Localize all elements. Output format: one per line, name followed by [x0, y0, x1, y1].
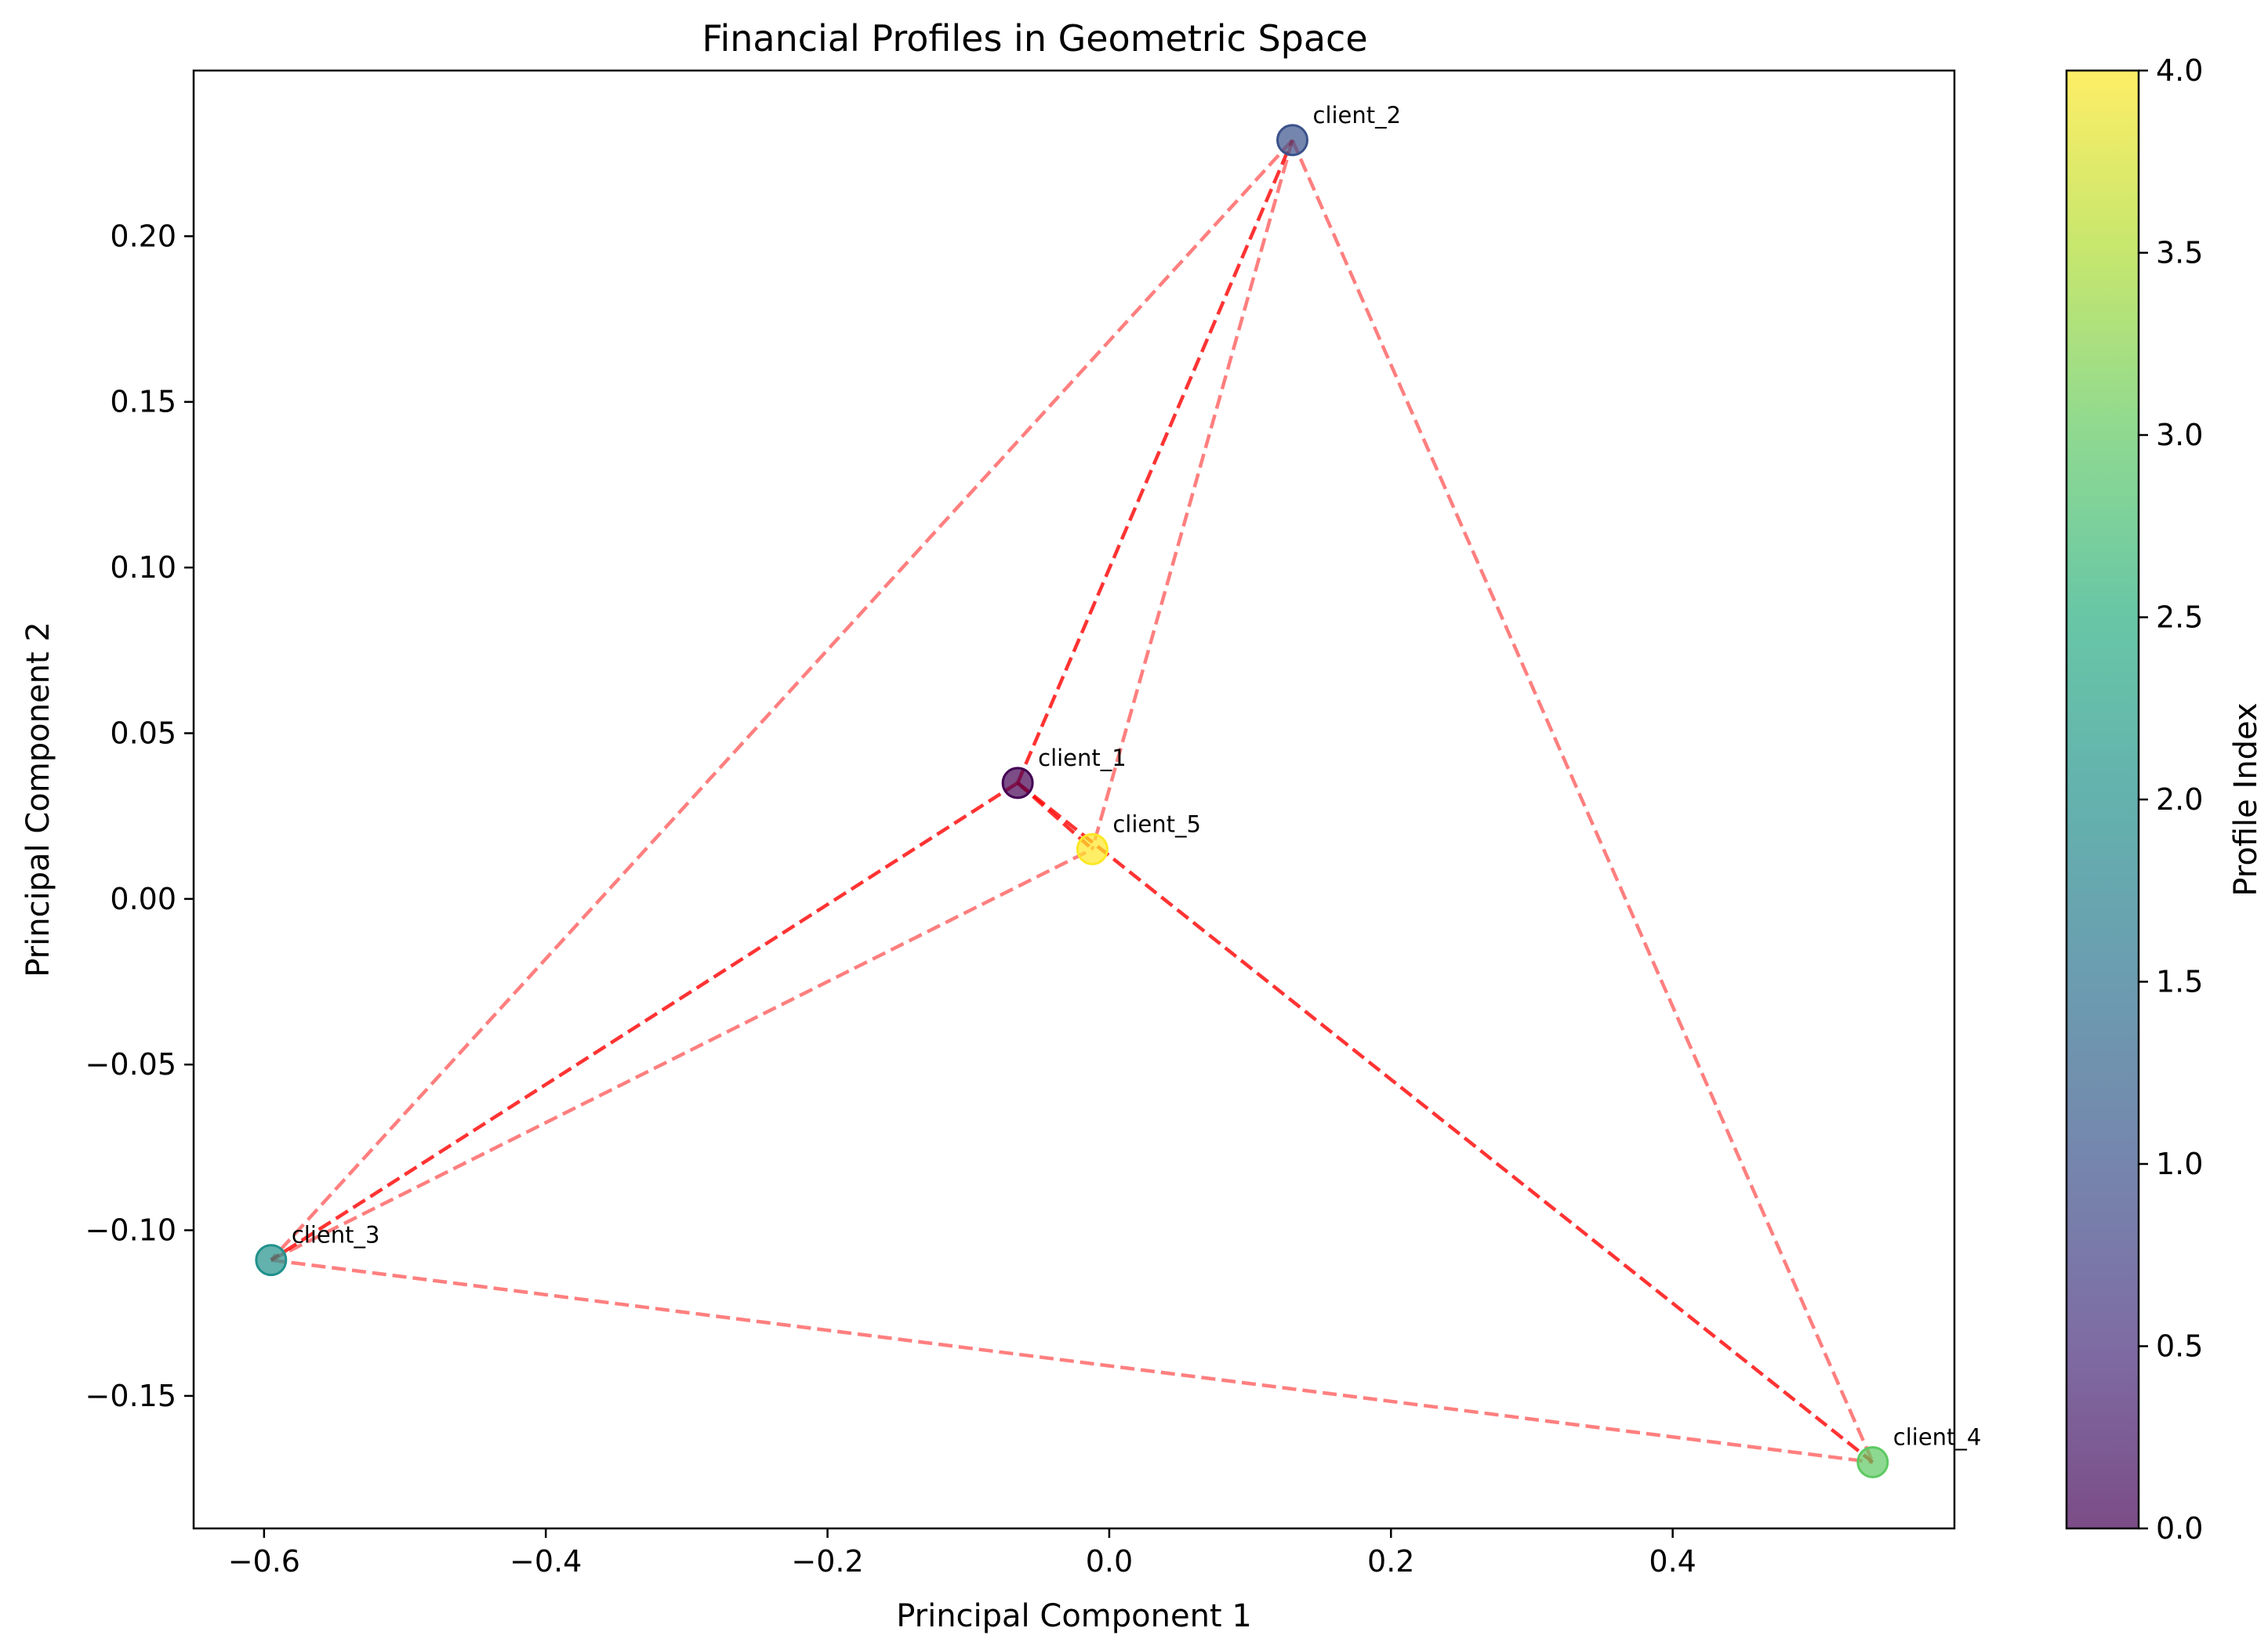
colorbar-tick-label: 3.0: [2156, 418, 2203, 452]
connection-lines: [270, 139, 1874, 1464]
y-tick-label: −0.15: [85, 1379, 176, 1413]
connection-line-client_2-client_5: [1090, 140, 1294, 850]
x-tick-label: −0.6: [228, 1544, 300, 1579]
connection-line-client_2-client_3: [270, 139, 1294, 1262]
colorbar-tick-label: 0.0: [2156, 1511, 2203, 1546]
x-tick-label: 0.4: [1649, 1544, 1696, 1579]
x-tick-label: −0.4: [510, 1544, 582, 1579]
connection-line-client_1-client_2: [1016, 139, 1294, 784]
y-tick-label: −0.05: [85, 1047, 176, 1082]
plot-area-frame: [192, 69, 1956, 1530]
connection-line-client_1-client_3: [270, 781, 1019, 1262]
colorbar-tick-label: 1.0: [2156, 1147, 2203, 1181]
point-labels: client_1 client_2 client_3 client_4 client_5: [292, 102, 1982, 1451]
colorbar-tick-label: 1.5: [2156, 965, 2203, 999]
point-client_3: [255, 1244, 288, 1277]
point-client_1: [1001, 767, 1034, 799]
y-tick-label: 0.00: [110, 882, 176, 916]
point-label-client_3: client_3: [292, 1222, 380, 1249]
colorbar-tick-label: 2.5: [2156, 600, 2203, 635]
point-label-client_1: client_1: [1038, 745, 1127, 771]
x-tick-label: 0.0: [1086, 1544, 1133, 1579]
point-client_5: [1076, 832, 1109, 865]
x-axis-label: Principal Component 1: [896, 1598, 1252, 1634]
colorbar-tick-label: 4.0: [2156, 53, 2203, 88]
y-tick-label: 0.20: [110, 219, 176, 253]
colorbar-label: Profile Index: [2228, 702, 2264, 896]
point-label-client_5: client_5: [1112, 810, 1201, 837]
data-points: [255, 124, 1889, 1478]
colorbar-gradient: [2067, 71, 2139, 1528]
connection-line-client_3-client_4: [270, 1258, 1874, 1464]
connection-line-client_2-client_4: [1290, 139, 1874, 1463]
point-client_4: [1856, 1445, 1889, 1478]
connection-line-client_3-client_5: [270, 847, 1094, 1262]
y-tick-label: 0.05: [110, 716, 176, 750]
x-tick-label: 0.2: [1367, 1544, 1414, 1579]
x-axis-ticks: −0.6 −0.4 −0.2 0.0 0.2 0.4: [228, 1528, 1696, 1579]
colorbar-tick-label: 3.5: [2156, 236, 2203, 270]
point-client_2: [1276, 124, 1309, 157]
y-tick-label: 0.15: [110, 385, 176, 419]
y-axis-label: Principal Component 2: [20, 622, 56, 977]
colorbar-ticks: 0.0 0.5 1.0 1.5 2.0 2.5 3.0 3.5 4.0: [2139, 53, 2203, 1546]
point-label-client_2: client_2: [1313, 102, 1402, 129]
connection-line-client_1-client_4: [1016, 781, 1874, 1464]
colorbar: 0.0 0.5 1.0 1.5 2.0 2.5 3.0 3.5 4.0 Profile Inde…: [2065, 53, 2264, 1546]
chart-title: Financial Profiles in Geometric Space: [702, 17, 1367, 60]
connection-line-client_1-client_5: [1016, 781, 1094, 851]
y-tick-label: −0.10: [85, 1213, 176, 1248]
colorbar-tick-label: 0.5: [2156, 1329, 2203, 1364]
y-tick-label: 0.10: [110, 550, 176, 585]
x-tick-label: −0.2: [791, 1544, 863, 1579]
colorbar-tick-label: 2.0: [2156, 782, 2203, 817]
point-label-client_4: client_4: [1893, 1423, 1982, 1450]
y-axis-ticks: −0.15 −0.10 −0.05 0.00 0.05 0.10 0.15 0.20: [85, 219, 194, 1413]
